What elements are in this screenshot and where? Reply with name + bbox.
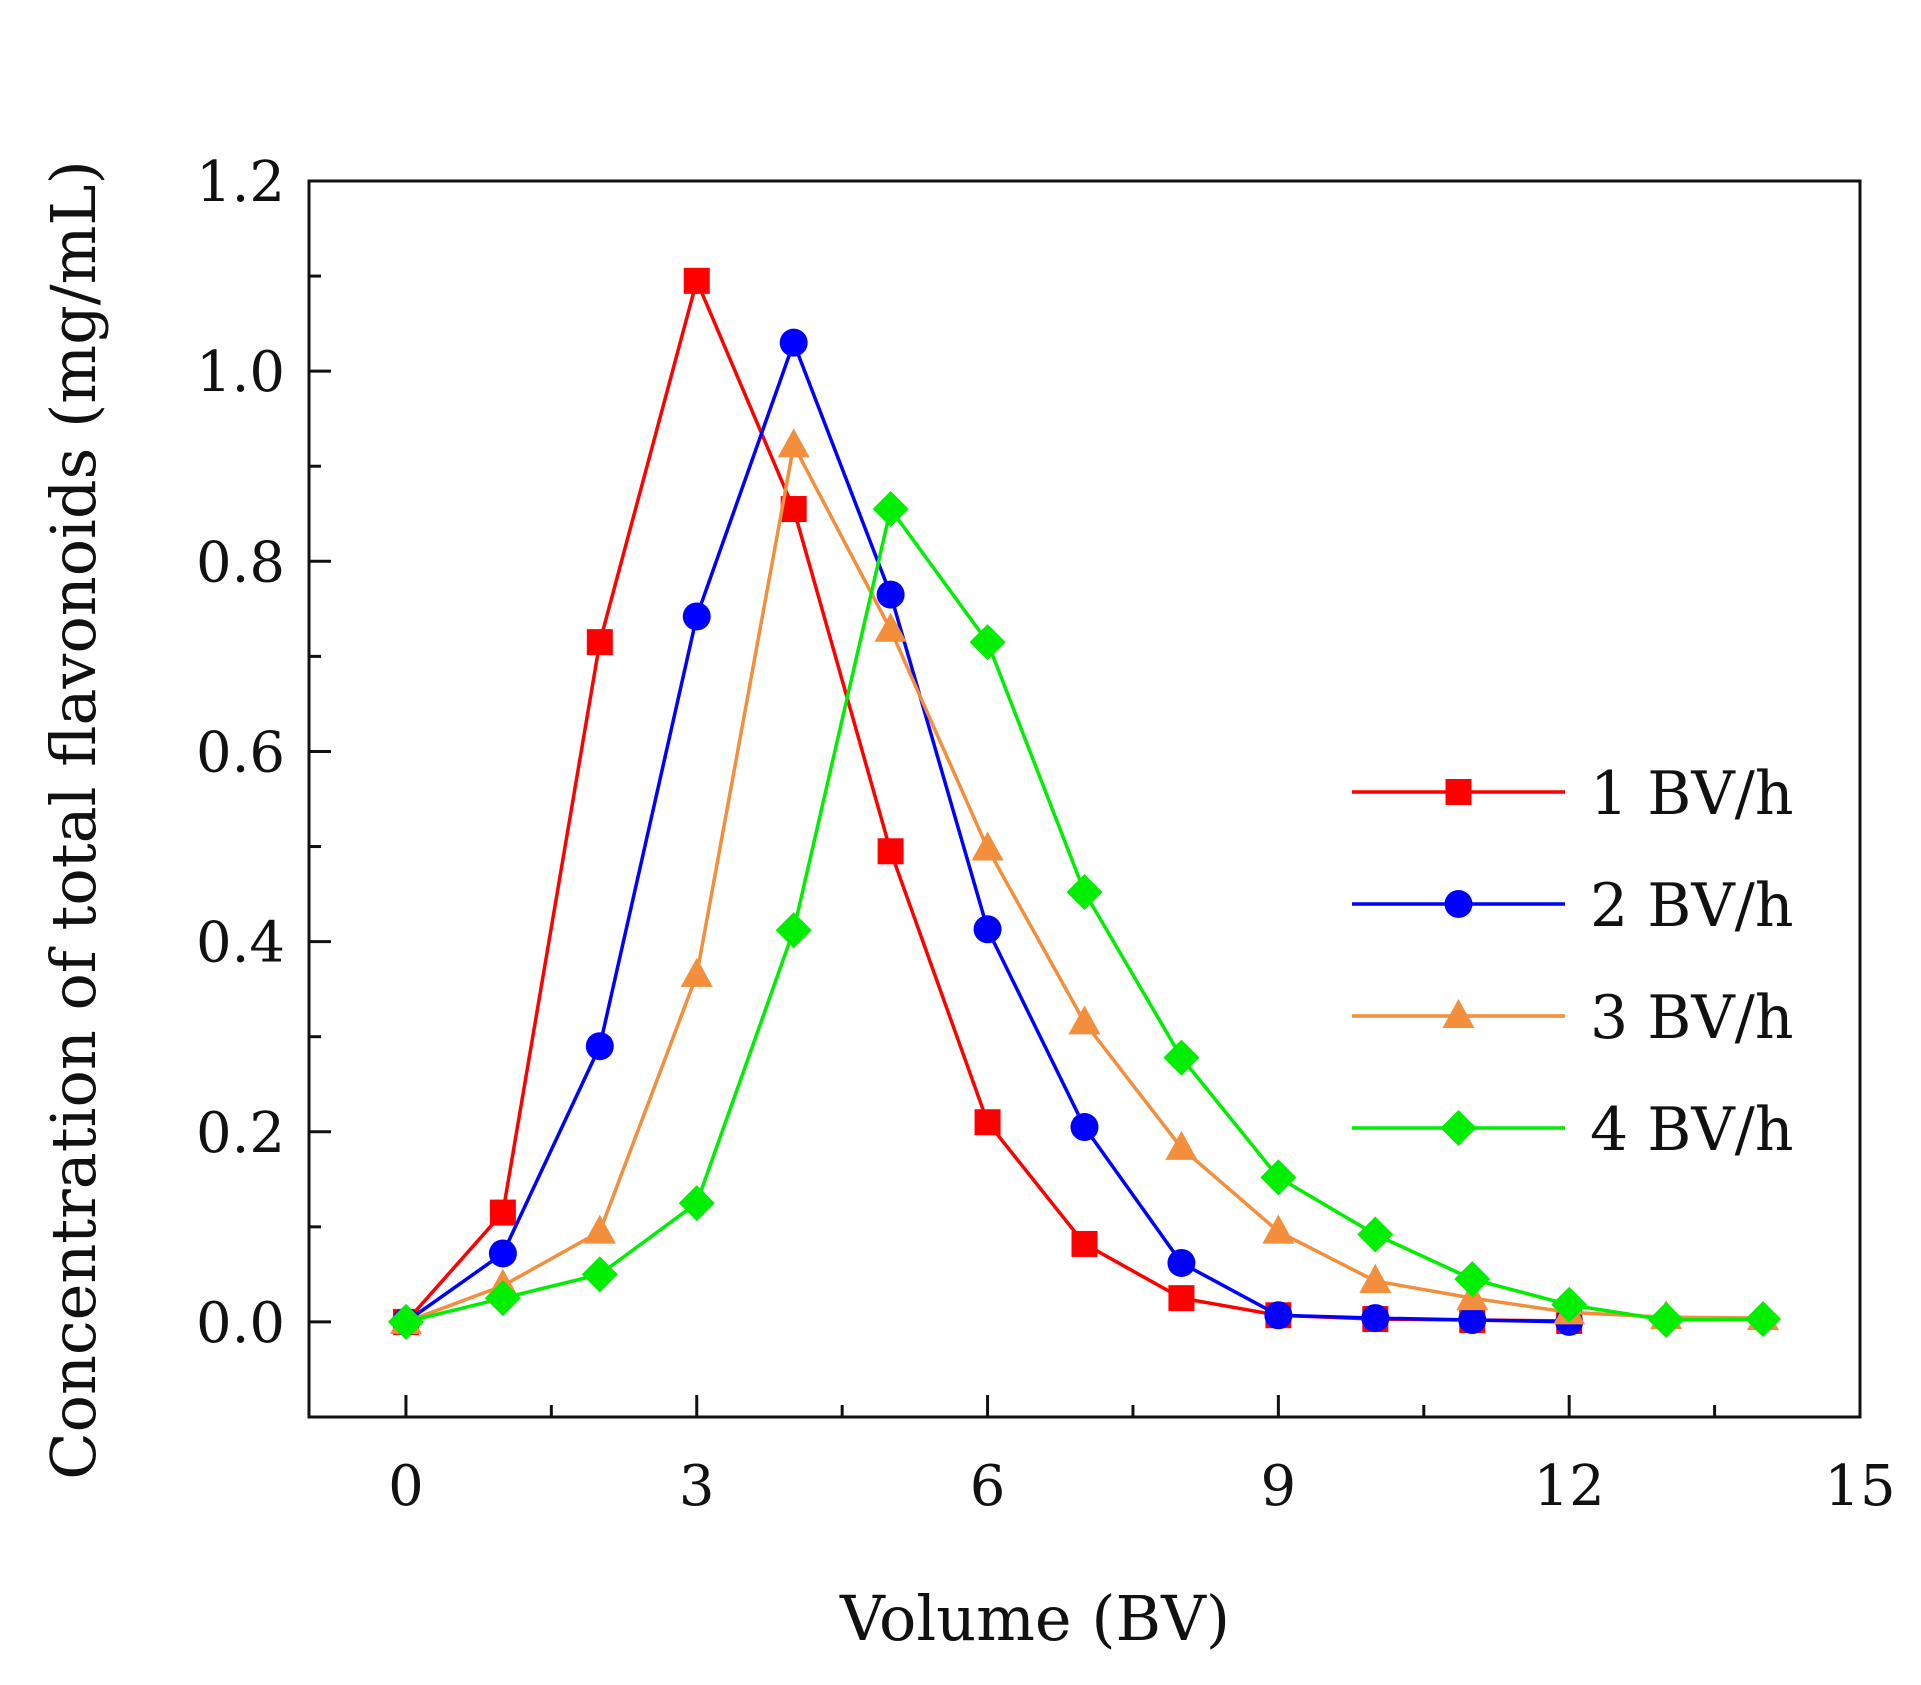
data-point — [775, 912, 812, 949]
data-point — [1745, 1301, 1782, 1338]
data-point — [779, 328, 808, 357]
data-point — [876, 580, 905, 609]
x-axis-ticks: 0 3 6 9 12 15 — [388, 1395, 1896, 1519]
legend-label: 4 BV/h — [1590, 1095, 1794, 1165]
x-tick-label: 3 — [679, 1454, 715, 1519]
legend: 1 BV/h 2 BV/h 3 BV/h 4 BV/h — [1352, 759, 1794, 1165]
plot-frame — [307, 179, 1862, 1419]
x-tick-label: 9 — [1261, 1454, 1297, 1519]
data-point — [1454, 1261, 1491, 1298]
series-4 — [387, 491, 1782, 1340]
y-tick-label: 0.6 — [196, 720, 285, 785]
data-point — [971, 831, 1004, 861]
data-point — [1165, 1130, 1198, 1160]
data-point — [1551, 1286, 1588, 1323]
legend-label: 2 BV/h — [1590, 871, 1794, 941]
y-tick-label: 1.2 — [196, 150, 285, 215]
data-point — [484, 1280, 521, 1317]
y-tick-label: 0.0 — [196, 1291, 285, 1356]
series-line — [404, 279, 1570, 1324]
data-point — [1458, 1306, 1487, 1335]
legend-item: 1 BV/h — [1352, 759, 1794, 829]
legend-item: 3 BV/h — [1352, 983, 1794, 1053]
legend-label: 1 BV/h — [1590, 759, 1794, 829]
data-point — [488, 1239, 517, 1268]
series-1 — [392, 267, 1583, 1335]
data-point — [1070, 1113, 1099, 1142]
data-point — [1163, 1039, 1200, 1076]
legend-marker — [1444, 890, 1473, 918]
data-point — [872, 491, 909, 528]
y-axis-label: Concentration of total flavonoids (mg/mL… — [37, 160, 110, 1480]
data-point — [1361, 1304, 1390, 1333]
data-point — [581, 1256, 618, 1293]
x-axis-label: Volume (BV) — [839, 1582, 1230, 1655]
data-point — [682, 602, 711, 631]
series-layer — [387, 267, 1782, 1340]
data-point — [877, 838, 904, 865]
data-point — [583, 1214, 616, 1244]
data-point — [1357, 1216, 1394, 1253]
x-tick-label: 12 — [1534, 1454, 1605, 1519]
data-point — [777, 428, 810, 458]
data-point — [973, 915, 1002, 944]
y-tick-label: 1.0 — [196, 340, 285, 405]
y-axis-ticks: 0.0 0.2 0.4 0.6 0.8 1.0 1.2 — [196, 150, 331, 1356]
data-point — [874, 612, 907, 642]
x-tick-label: 15 — [1824, 1454, 1895, 1519]
data-point — [1359, 1264, 1392, 1294]
x-tick-label: 0 — [388, 1454, 424, 1519]
y-tick-label: 0.4 — [196, 911, 285, 976]
data-point — [489, 1199, 516, 1226]
legend-label: 3 BV/h — [1590, 983, 1794, 1053]
data-point — [1071, 1230, 1098, 1257]
legend-marker — [1445, 779, 1472, 805]
data-point — [683, 267, 710, 294]
data-point — [1066, 874, 1103, 911]
legend-item: 2 BV/h — [1352, 871, 1794, 941]
data-point — [969, 624, 1006, 661]
data-point — [678, 1185, 715, 1222]
data-point — [1167, 1248, 1196, 1277]
data-point — [680, 957, 713, 987]
y-tick-label: 0.8 — [196, 530, 285, 595]
data-point — [1264, 1301, 1293, 1330]
data-point — [1168, 1285, 1195, 1312]
data-point — [1648, 1302, 1685, 1339]
x-tick-label: 6 — [970, 1454, 1006, 1519]
data-point — [1068, 1005, 1101, 1035]
data-point — [387, 1303, 424, 1340]
legend-marker — [1440, 1110, 1477, 1146]
legend-marker — [1442, 999, 1475, 1028]
data-point — [586, 629, 613, 656]
legend-item: 4 BV/h — [1352, 1095, 1794, 1165]
y-tick-label: 0.2 — [196, 1101, 285, 1166]
data-point — [974, 1109, 1001, 1136]
data-point — [1262, 1214, 1295, 1244]
data-point — [1260, 1159, 1297, 1196]
data-point — [585, 1032, 614, 1061]
